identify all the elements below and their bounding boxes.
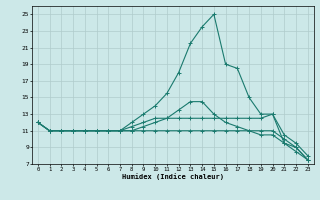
X-axis label: Humidex (Indice chaleur): Humidex (Indice chaleur) xyxy=(122,173,224,180)
